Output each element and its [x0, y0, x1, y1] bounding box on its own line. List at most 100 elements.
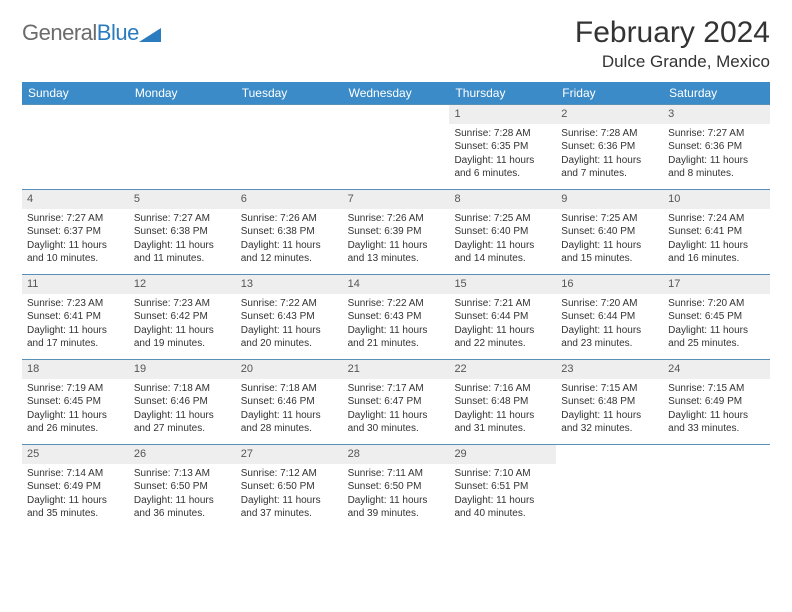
sunrise-text: Sunrise: 7:18 AM [134, 382, 231, 396]
sunset-text: Sunset: 6:46 PM [241, 395, 338, 409]
day-cell: 28Sunrise: 7:11 AMSunset: 6:50 PMDayligh… [343, 445, 450, 529]
daylight-text: Daylight: 11 hours and 15 minutes. [561, 239, 658, 266]
day-body: Sunrise: 7:23 AMSunset: 6:41 PMDaylight:… [22, 294, 129, 355]
sunset-text: Sunset: 6:48 PM [561, 395, 658, 409]
day-cell: 7Sunrise: 7:26 AMSunset: 6:39 PMDaylight… [343, 190, 450, 274]
sunrise-text: Sunrise: 7:28 AM [454, 127, 551, 141]
week-row: 18Sunrise: 7:19 AMSunset: 6:45 PMDayligh… [22, 359, 770, 444]
day-number: 17 [663, 275, 770, 294]
day-number: 25 [22, 445, 129, 464]
month-title: February 2024 [575, 16, 770, 50]
weekday-wednesday: Wednesday [343, 82, 450, 104]
day-cell: 25Sunrise: 7:14 AMSunset: 6:49 PMDayligh… [22, 445, 129, 529]
day-cell: 22Sunrise: 7:16 AMSunset: 6:48 PMDayligh… [449, 360, 556, 444]
day-body: Sunrise: 7:13 AMSunset: 6:50 PMDaylight:… [129, 464, 236, 525]
weekday-tuesday: Tuesday [236, 82, 343, 104]
weekday-thursday: Thursday [449, 82, 556, 104]
sunset-text: Sunset: 6:35 PM [454, 140, 551, 154]
day-body: Sunrise: 7:16 AMSunset: 6:48 PMDaylight:… [449, 379, 556, 440]
day-number: 6 [236, 190, 343, 209]
daylight-text: Daylight: 11 hours and 21 minutes. [348, 324, 445, 351]
week-row: 1Sunrise: 7:28 AMSunset: 6:35 PMDaylight… [22, 104, 770, 189]
sunrise-text: Sunrise: 7:13 AM [134, 467, 231, 481]
sunrise-text: Sunrise: 7:16 AM [454, 382, 551, 396]
sunrise-text: Sunrise: 7:25 AM [454, 212, 551, 226]
sunrise-text: Sunrise: 7:15 AM [668, 382, 765, 396]
sunset-text: Sunset: 6:50 PM [241, 480, 338, 494]
daylight-text: Daylight: 11 hours and 6 minutes. [454, 154, 551, 181]
sunrise-text: Sunrise: 7:21 AM [454, 297, 551, 311]
sunrise-text: Sunrise: 7:17 AM [348, 382, 445, 396]
day-cell: 26Sunrise: 7:13 AMSunset: 6:50 PMDayligh… [129, 445, 236, 529]
sunset-text: Sunset: 6:41 PM [668, 225, 765, 239]
day-number: 26 [129, 445, 236, 464]
day-number: 13 [236, 275, 343, 294]
weekday-header-row: SundayMondayTuesdayWednesdayThursdayFrid… [22, 82, 770, 104]
day-number: 23 [556, 360, 663, 379]
daylight-text: Daylight: 11 hours and 11 minutes. [134, 239, 231, 266]
day-cell: 8Sunrise: 7:25 AMSunset: 6:40 PMDaylight… [449, 190, 556, 274]
day-body: Sunrise: 7:25 AMSunset: 6:40 PMDaylight:… [449, 209, 556, 270]
day-body: Sunrise: 7:10 AMSunset: 6:51 PMDaylight:… [449, 464, 556, 525]
week-row: 11Sunrise: 7:23 AMSunset: 6:41 PMDayligh… [22, 274, 770, 359]
day-number: 14 [343, 275, 450, 294]
day-body: Sunrise: 7:11 AMSunset: 6:50 PMDaylight:… [343, 464, 450, 525]
day-body: Sunrise: 7:28 AMSunset: 6:36 PMDaylight:… [556, 124, 663, 185]
sunset-text: Sunset: 6:49 PM [668, 395, 765, 409]
day-cell: 4Sunrise: 7:27 AMSunset: 6:37 PMDaylight… [22, 190, 129, 274]
sunrise-text: Sunrise: 7:27 AM [134, 212, 231, 226]
logo-text-general: General [22, 20, 97, 45]
sunset-text: Sunset: 6:41 PM [27, 310, 124, 324]
day-cell: 1Sunrise: 7:28 AMSunset: 6:35 PMDaylight… [449, 105, 556, 189]
day-cell: 16Sunrise: 7:20 AMSunset: 6:44 PMDayligh… [556, 275, 663, 359]
sunset-text: Sunset: 6:46 PM [134, 395, 231, 409]
sunrise-text: Sunrise: 7:26 AM [348, 212, 445, 226]
day-cell [236, 105, 343, 189]
sunrise-text: Sunrise: 7:28 AM [561, 127, 658, 141]
sunrise-text: Sunrise: 7:19 AM [27, 382, 124, 396]
daylight-text: Daylight: 11 hours and 35 minutes. [27, 494, 124, 521]
logo-triangle-icon [139, 28, 161, 42]
day-body: Sunrise: 7:28 AMSunset: 6:35 PMDaylight:… [449, 124, 556, 185]
sunrise-text: Sunrise: 7:25 AM [561, 212, 658, 226]
day-cell: 2Sunrise: 7:28 AMSunset: 6:36 PMDaylight… [556, 105, 663, 189]
sunrise-text: Sunrise: 7:20 AM [561, 297, 658, 311]
sunrise-text: Sunrise: 7:27 AM [27, 212, 124, 226]
sunrise-text: Sunrise: 7:23 AM [27, 297, 124, 311]
logo-text: GeneralBlue [22, 20, 139, 46]
day-number: 21 [343, 360, 450, 379]
sunrise-text: Sunrise: 7:22 AM [348, 297, 445, 311]
day-number: 8 [449, 190, 556, 209]
day-number: 15 [449, 275, 556, 294]
daylight-text: Daylight: 11 hours and 40 minutes. [454, 494, 551, 521]
day-cell [22, 105, 129, 189]
sunrise-text: Sunrise: 7:24 AM [668, 212, 765, 226]
weeks-container: 1Sunrise: 7:28 AMSunset: 6:35 PMDaylight… [22, 104, 770, 529]
day-body: Sunrise: 7:24 AMSunset: 6:41 PMDaylight:… [663, 209, 770, 270]
sunset-text: Sunset: 6:36 PM [668, 140, 765, 154]
day-cell: 21Sunrise: 7:17 AMSunset: 6:47 PMDayligh… [343, 360, 450, 444]
sunrise-text: Sunrise: 7:11 AM [348, 467, 445, 481]
sunrise-text: Sunrise: 7:26 AM [241, 212, 338, 226]
day-number: 7 [343, 190, 450, 209]
daylight-text: Daylight: 11 hours and 7 minutes. [561, 154, 658, 181]
sunrise-text: Sunrise: 7:22 AM [241, 297, 338, 311]
sunrise-text: Sunrise: 7:10 AM [454, 467, 551, 481]
day-cell: 10Sunrise: 7:24 AMSunset: 6:41 PMDayligh… [663, 190, 770, 274]
day-number: 24 [663, 360, 770, 379]
sunset-text: Sunset: 6:45 PM [27, 395, 124, 409]
sunrise-text: Sunrise: 7:12 AM [241, 467, 338, 481]
sunset-text: Sunset: 6:43 PM [348, 310, 445, 324]
day-cell: 23Sunrise: 7:15 AMSunset: 6:48 PMDayligh… [556, 360, 663, 444]
day-cell [663, 445, 770, 529]
weekday-sunday: Sunday [22, 82, 129, 104]
sunrise-text: Sunrise: 7:18 AM [241, 382, 338, 396]
daylight-text: Daylight: 11 hours and 37 minutes. [241, 494, 338, 521]
day-number: 29 [449, 445, 556, 464]
day-cell: 3Sunrise: 7:27 AMSunset: 6:36 PMDaylight… [663, 105, 770, 189]
week-row: 4Sunrise: 7:27 AMSunset: 6:37 PMDaylight… [22, 189, 770, 274]
daylight-text: Daylight: 11 hours and 33 minutes. [668, 409, 765, 436]
weekday-saturday: Saturday [663, 82, 770, 104]
weekday-friday: Friday [556, 82, 663, 104]
daylight-text: Daylight: 11 hours and 32 minutes. [561, 409, 658, 436]
